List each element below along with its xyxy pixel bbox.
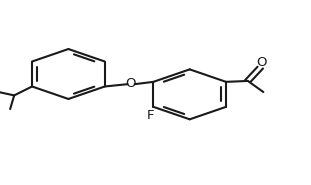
Text: O: O (126, 77, 136, 90)
Text: O: O (257, 56, 267, 69)
Text: F: F (147, 109, 155, 122)
